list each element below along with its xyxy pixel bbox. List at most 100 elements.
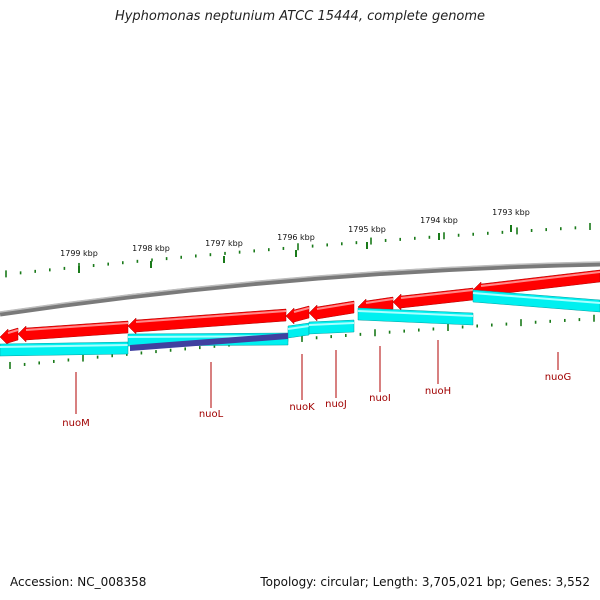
minor-tick (370, 237, 372, 245)
map-title: Hyphomonas neptunium ATCC 15444, complet… (114, 9, 486, 24)
major-tick (150, 261, 152, 268)
minor-tick (574, 226, 577, 230)
minor-tick (487, 231, 489, 235)
minor-tick (169, 348, 172, 352)
minor-tick (19, 271, 22, 275)
minor-tick (326, 243, 328, 247)
forward-cds-shine (293, 307, 310, 313)
minor-tick (180, 255, 182, 259)
reverse-cds-segment (357, 307, 474, 326)
minor-tick (428, 235, 431, 239)
minor-tick (136, 259, 139, 263)
reverse-cds-segment (0, 341, 129, 357)
scale-tick-label: 1798 kbp (132, 244, 170, 253)
minor-tick (549, 319, 551, 323)
minor-tick (195, 254, 197, 258)
minor-tick (447, 323, 449, 331)
forward-cds-shine (400, 289, 474, 299)
minor-tick (399, 237, 401, 241)
scale-tick-label: 1797 kbp (205, 239, 243, 248)
minor-tick (461, 325, 464, 329)
minor-tick (301, 334, 303, 342)
minor-tick (155, 350, 157, 354)
minor-tick (414, 236, 416, 240)
accession-text: Accession: NC_008358 (10, 575, 147, 589)
minor-tick (534, 320, 537, 324)
minor-tick (151, 258, 153, 262)
major-tick (510, 225, 512, 232)
minor-tick (111, 354, 113, 358)
minor-tick (297, 243, 299, 251)
genome-backbone (0, 261, 600, 317)
minor-tick (282, 246, 285, 250)
reverse-cds-shine (472, 292, 600, 304)
minor-tick (184, 347, 186, 351)
scale-tick-label: 1795 kbp (348, 225, 386, 234)
reverse-cds-shine (0, 344, 129, 348)
minor-tick (501, 230, 504, 234)
minor-tick (516, 227, 518, 235)
minor-tick (107, 262, 109, 266)
reverse-cds-segment (308, 319, 355, 335)
major-tick (366, 242, 368, 249)
minor-tick (5, 270, 7, 278)
minor-tick (23, 362, 26, 366)
gene-label-nuoG: nuoG (545, 372, 572, 383)
minor-tick (224, 251, 226, 255)
minor-tick (238, 250, 241, 254)
minor-tick (122, 261, 124, 265)
minor-tick (418, 328, 420, 332)
major-tick (223, 256, 225, 263)
minor-tick (34, 269, 36, 273)
forward-cds-shine (7, 329, 19, 334)
minor-tick (443, 232, 445, 240)
forward-cds-track (0, 269, 600, 346)
minor-tick (432, 327, 435, 331)
minor-tick (589, 222, 591, 230)
minor-tick (311, 244, 314, 248)
major-tick (78, 266, 80, 273)
minor-tick (140, 351, 143, 355)
minor-tick (388, 330, 391, 334)
minor-tick (253, 249, 255, 253)
minor-tick (359, 332, 362, 336)
reverse-cds-segment (287, 322, 310, 339)
gene-label-nuoK: nuoK (289, 402, 315, 413)
highlighted-cds-nuoL (130, 333, 288, 351)
minor-tick (268, 248, 270, 252)
minor-tick (92, 264, 95, 268)
minor-tick (96, 355, 99, 359)
minor-tick (355, 241, 358, 245)
scale-tick-label: 1796 kbp (277, 233, 315, 242)
gene-label-nuoI: nuoI (369, 393, 391, 404)
minor-tick (53, 359, 55, 363)
minor-tick (67, 358, 70, 362)
minor-tick (403, 329, 405, 333)
forward-cds-shine (480, 271, 600, 287)
forward-cds-arrow (308, 300, 355, 322)
reverse-cds-track (0, 289, 600, 357)
forward-cds-arrow (127, 308, 287, 335)
gene-label-nuoJ: nuoJ (325, 399, 347, 410)
minor-tick (330, 335, 332, 339)
minor-tick (472, 232, 474, 236)
reverse-cds-shine (357, 310, 474, 317)
minor-tick (491, 323, 493, 327)
scale-tick-label: 1799 kbp (60, 249, 98, 258)
minor-tick (530, 228, 533, 232)
minor-tick (213, 344, 216, 348)
minor-tick (38, 361, 40, 365)
genome-backbone-highlight (0, 261, 600, 313)
minor-tick (578, 318, 581, 322)
gene-label-nuoM: nuoM (62, 418, 89, 429)
genome-summary-text: Topology: circular; Length: 3,705,021 bp… (260, 575, 590, 589)
minor-tick (505, 322, 508, 326)
minor-tick (457, 233, 460, 237)
minor-tick (374, 329, 376, 337)
scale-tick-label: 1794 kbp (420, 216, 458, 225)
major-tick (438, 233, 440, 240)
minor-tick (209, 253, 212, 257)
minor-tick (9, 361, 11, 369)
minor-tick (315, 336, 318, 340)
